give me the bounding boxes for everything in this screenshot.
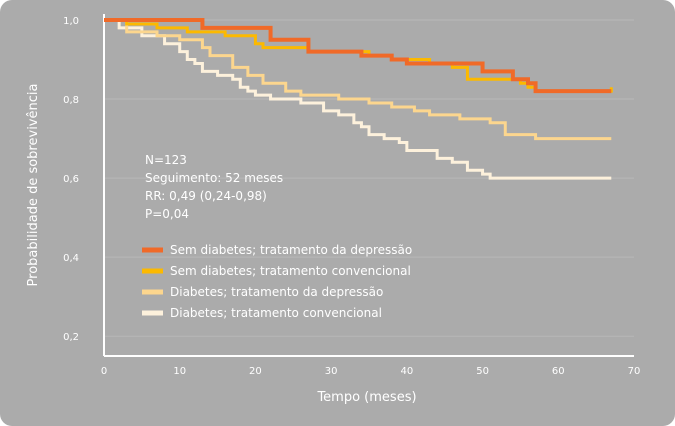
x-tick-label: 0 [101,366,107,377]
x-tick-label: 20 [249,366,262,377]
x-tick-label: 70 [628,366,641,377]
legend-label-2: Diabetes; tratamento da depressão [170,285,383,299]
x-axis-title: Tempo (meses) [316,390,416,405]
series-line-1 [104,18,612,141]
y-tick-label: 0,2 [63,332,79,343]
stats-annotation: N=123 Seguimento: 52 meses RR: 0,49 (0,24-… [145,153,283,221]
x-tick-label: 10 [173,366,186,377]
y-tick-label: 0,6 [63,174,79,185]
legend-label-1: Sem diabetes; tratamento convencional [170,264,411,278]
x-tick-label: 50 [476,366,489,377]
annotation-line-2: RR: 0,49 (0,24-0,98) [145,189,267,203]
series-line-0 [104,18,612,180]
legend-label-0: Sem diabetes; tratamento da depressão [170,243,412,257]
x-tick-labels: 0 10 20 30 40 50 60 70 [101,366,641,377]
y-tick-label: 0,8 [63,95,79,106]
y-tick-label: 0,4 [63,253,79,264]
annotation-line-3: P=0,04 [145,207,189,221]
annotation-line-1: Seguimento: 52 meses [145,171,283,185]
annotation-line-0: N=123 [145,153,187,167]
series-lines [104,18,613,180]
x-tick-label: 40 [400,366,413,377]
x-tick-label: 60 [552,366,565,377]
legend: Sem diabetes; tratamento da depressão Sem… [142,243,412,320]
x-tick-label: 30 [325,366,338,377]
y-tick-labels: 0,2 0,4 0,6 0,8 1,0 [63,16,79,343]
series-line-2 [104,18,613,93]
y-tick-label: 1,0 [63,16,79,27]
y-axis-title: Probabilidade de sobrevivência [26,84,41,287]
axes [103,14,634,357]
legend-label-3: Diabetes; tratamento convencional [170,306,382,320]
series-line-3 [104,18,612,94]
